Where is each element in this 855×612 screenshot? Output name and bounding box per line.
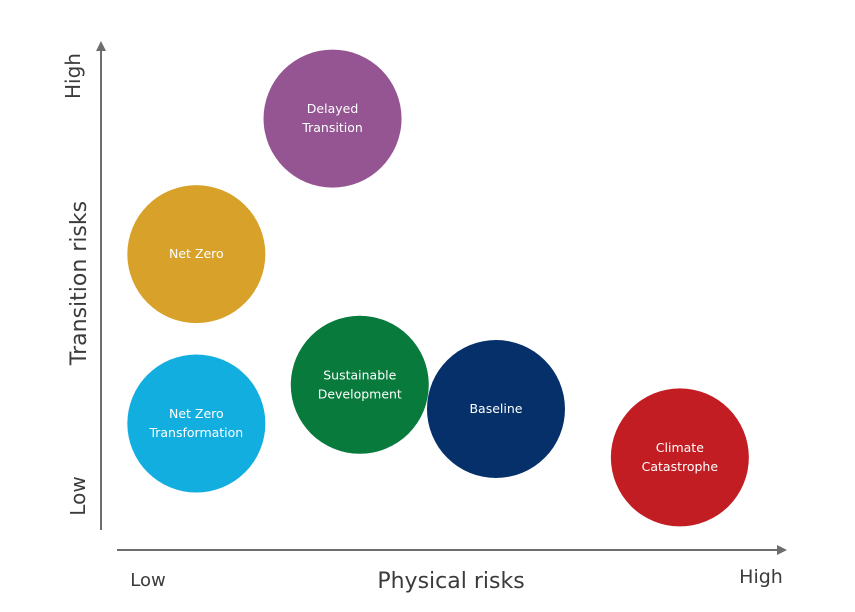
bubble-baseline — [426, 340, 565, 478]
y-axis-low-label: Low — [66, 476, 90, 515]
bubble-label-line: Transition — [301, 120, 362, 135]
bubble-climate-catastrophe — [610, 388, 749, 527]
bubble-label-line: Climate — [656, 440, 704, 455]
bubble-label-net-zero-transformation: Net Zero Transformation — [148, 406, 243, 440]
bubble-label-line: Catastrophe — [642, 459, 719, 474]
bubble-label-line: Baseline — [469, 401, 522, 416]
bubble-label-baseline: Baseline — [469, 401, 522, 416]
bubble-label-line: Net Zero — [169, 406, 224, 421]
bubble-label-line: Delayed — [307, 101, 358, 116]
bubble-net-zero — [127, 185, 266, 324]
bubble-label-delayed-transition: Delayed Transition — [301, 101, 362, 135]
bubble-label-net-zero: Net Zero — [169, 246, 224, 261]
bubble-label-line: Development — [318, 386, 402, 401]
bubble-label-line: Sustainable — [323, 367, 396, 382]
y-axis-high-label: High — [61, 53, 85, 99]
bubbles-group: Delayed Transition Net Zero Sustainable Deve… — [127, 49, 749, 527]
x-axis-high-label: High — [739, 566, 783, 588]
bubble-label-climate-catastrophe: Climate Catastrophe — [642, 440, 719, 474]
x-axis-low-label: Low — [130, 570, 165, 591]
bubble-sustainable-development — [290, 315, 429, 454]
x-axis-title: Physical risks — [377, 569, 524, 594]
bubble-label-line: Net Zero — [169, 246, 224, 261]
y-axis-title: Transition risks — [67, 201, 92, 366]
bubble-delayed-transition — [263, 49, 402, 188]
bubble-net-zero-transformation — [127, 354, 266, 493]
bubble-label-sustainable-development: Sustainable Development — [318, 367, 402, 401]
bubble-label-line: Transformation — [148, 425, 243, 440]
